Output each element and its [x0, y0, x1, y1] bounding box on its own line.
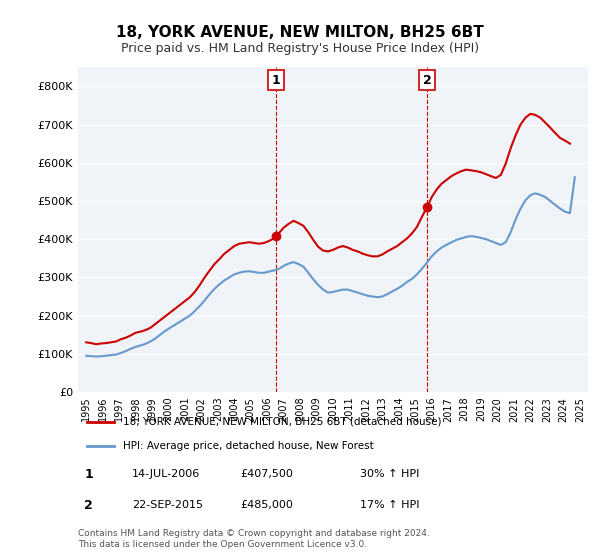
- Text: Price paid vs. HM Land Registry's House Price Index (HPI): Price paid vs. HM Land Registry's House …: [121, 42, 479, 55]
- Text: HPI: Average price, detached house, New Forest: HPI: Average price, detached house, New …: [123, 441, 374, 451]
- Text: £485,000: £485,000: [240, 500, 293, 510]
- Text: Contains HM Land Registry data © Crown copyright and database right 2024.
This d: Contains HM Land Registry data © Crown c…: [78, 529, 430, 549]
- Text: 22-SEP-2015: 22-SEP-2015: [132, 500, 203, 510]
- Text: 17% ↑ HPI: 17% ↑ HPI: [360, 500, 419, 510]
- Text: 1: 1: [84, 468, 93, 481]
- Text: 2: 2: [423, 74, 431, 87]
- Text: 30% ↑ HPI: 30% ↑ HPI: [360, 469, 419, 479]
- Text: 18, YORK AVENUE, NEW MILTON, BH25 6BT (detached house): 18, YORK AVENUE, NEW MILTON, BH25 6BT (d…: [123, 417, 442, 427]
- Text: 14-JUL-2006: 14-JUL-2006: [132, 469, 200, 479]
- Text: 18, YORK AVENUE, NEW MILTON, BH25 6BT: 18, YORK AVENUE, NEW MILTON, BH25 6BT: [116, 25, 484, 40]
- Text: 2: 2: [84, 498, 93, 512]
- Text: £407,500: £407,500: [240, 469, 293, 479]
- Text: 1: 1: [272, 74, 280, 87]
